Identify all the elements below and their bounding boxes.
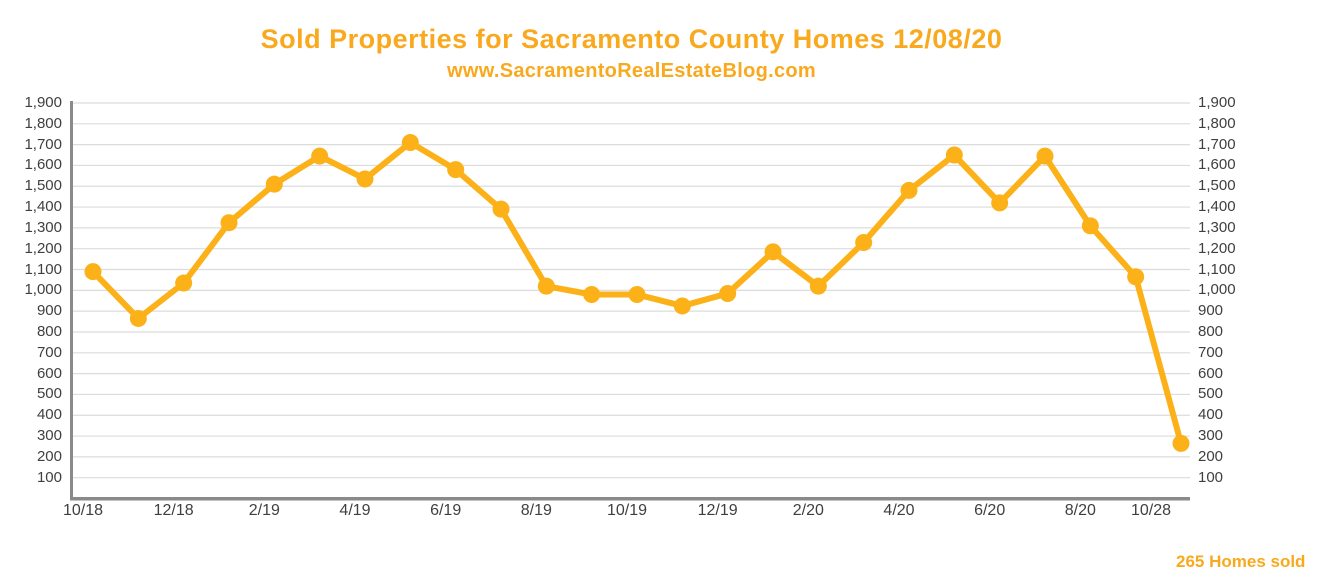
y-tick-label-left: 1,100 <box>24 260 62 278</box>
x-tick-label: 6/20 <box>974 502 1006 519</box>
chart-subtitle: www.SacramentoRealEstateBlog.com <box>447 60 816 82</box>
x-tick-label: 10/18 <box>62 502 104 519</box>
y-tick-label-left: 1,300 <box>24 218 62 236</box>
data-point-marker <box>855 233 873 251</box>
y-tick-label-left: 1,600 <box>24 156 62 174</box>
x-tick-label: 8/19 <box>520 502 552 519</box>
data-point-marker <box>537 277 555 295</box>
data-point-marker <box>809 277 827 295</box>
y-tick-label-right: 1,500 <box>1198 177 1236 195</box>
y-tick-label-right: 100 <box>1198 468 1224 486</box>
y-tick-label-right: 300 <box>1198 427 1224 445</box>
y-tick-label-left: 900 <box>36 302 62 320</box>
y-tick-label-right: 200 <box>1198 447 1224 465</box>
y-tick-label-right: 1,100 <box>1198 260 1236 278</box>
data-point-marker <box>945 146 963 164</box>
x-tick-label: 12/19 <box>697 502 738 519</box>
y-tick-label-left: 400 <box>36 406 62 424</box>
chart-title: Sold Properties for Sacramento County Ho… <box>260 24 1003 54</box>
y-tick-label-left: 1,500 <box>24 177 62 195</box>
y-tick-label-left: 1,000 <box>24 281 62 299</box>
data-point-marker <box>900 181 918 199</box>
december-annotation: 265 Homes sold So far in December 2020 <box>1176 512 1326 578</box>
x-tick-label: 2/19 <box>248 502 280 519</box>
x-tick-label: 2/20 <box>792 502 824 519</box>
y-tick-label-left: 1,200 <box>24 239 62 257</box>
y-tick-label-right: 1,900 <box>1198 94 1236 111</box>
y-tick-label-left: 1,900 <box>24 94 62 111</box>
data-point-marker <box>356 170 374 188</box>
data-point-marker <box>265 175 283 193</box>
x-tick-label: 4/20 <box>883 502 915 519</box>
annotation-line-1: 265 Homes sold <box>1176 552 1306 571</box>
y-tick-label-left: 100 <box>36 468 62 486</box>
x-tick-label: 10/19 <box>606 502 648 519</box>
y-tick-label-left: 1,700 <box>24 135 62 153</box>
data-point-marker <box>220 214 238 232</box>
data-point-marker <box>447 161 465 179</box>
x-tick-label: 8/20 <box>1064 502 1096 519</box>
data-point-marker <box>175 274 193 292</box>
data-point-marker <box>311 147 329 165</box>
y-tick-label-right: 600 <box>1198 364 1224 382</box>
x-tick-label: 4/19 <box>339 502 371 519</box>
data-point-marker <box>492 200 510 218</box>
data-point-marker <box>673 297 691 315</box>
data-point-marker <box>719 284 737 302</box>
y-tick-label-right: 800 <box>1198 322 1224 340</box>
data-point-marker <box>628 286 646 304</box>
data-point-marker <box>129 309 147 327</box>
data-point-marker <box>764 243 782 261</box>
data-point-marker <box>1127 268 1145 286</box>
y-tick-label-right: 400 <box>1198 406 1224 424</box>
x-tick-label: 12/18 <box>153 502 194 519</box>
y-tick-label-left: 500 <box>36 385 62 403</box>
y-tick-label-right: 500 <box>1198 385 1224 403</box>
y-tick-label-right: 1,300 <box>1198 218 1236 236</box>
y-tick-label-right: 1,400 <box>1198 198 1236 216</box>
y-tick-label-left: 1,800 <box>24 114 62 132</box>
x-tick-label: 6/19 <box>430 502 462 519</box>
data-point-marker <box>583 286 601 304</box>
x-tick-label: 10/28 <box>1130 502 1172 519</box>
y-tick-label-left: 700 <box>36 343 62 361</box>
y-tick-label-left: 800 <box>36 322 62 340</box>
y-tick-label-right: 1,200 <box>1198 239 1236 257</box>
y-tick-label-left: 600 <box>36 364 62 382</box>
y-tick-label-right: 900 <box>1198 302 1224 320</box>
data-point-marker <box>991 194 1009 212</box>
data-point-marker <box>84 263 102 281</box>
data-point-marker <box>1172 434 1190 452</box>
data-point-marker <box>401 134 419 152</box>
y-tick-label-right: 1,700 <box>1198 135 1236 153</box>
y-tick-label-left: 1,400 <box>24 198 62 216</box>
data-point-marker <box>1081 217 1099 235</box>
y-tick-label-left: 200 <box>36 447 62 465</box>
y-tick-label-left: 300 <box>36 427 62 445</box>
data-point-marker <box>1036 147 1054 165</box>
y-tick-label-right: 1,800 <box>1198 114 1236 132</box>
y-tick-label-right: 1,000 <box>1198 281 1236 299</box>
y-tick-label-right: 700 <box>1198 343 1224 361</box>
y-tick-label-right: 1,600 <box>1198 156 1236 174</box>
